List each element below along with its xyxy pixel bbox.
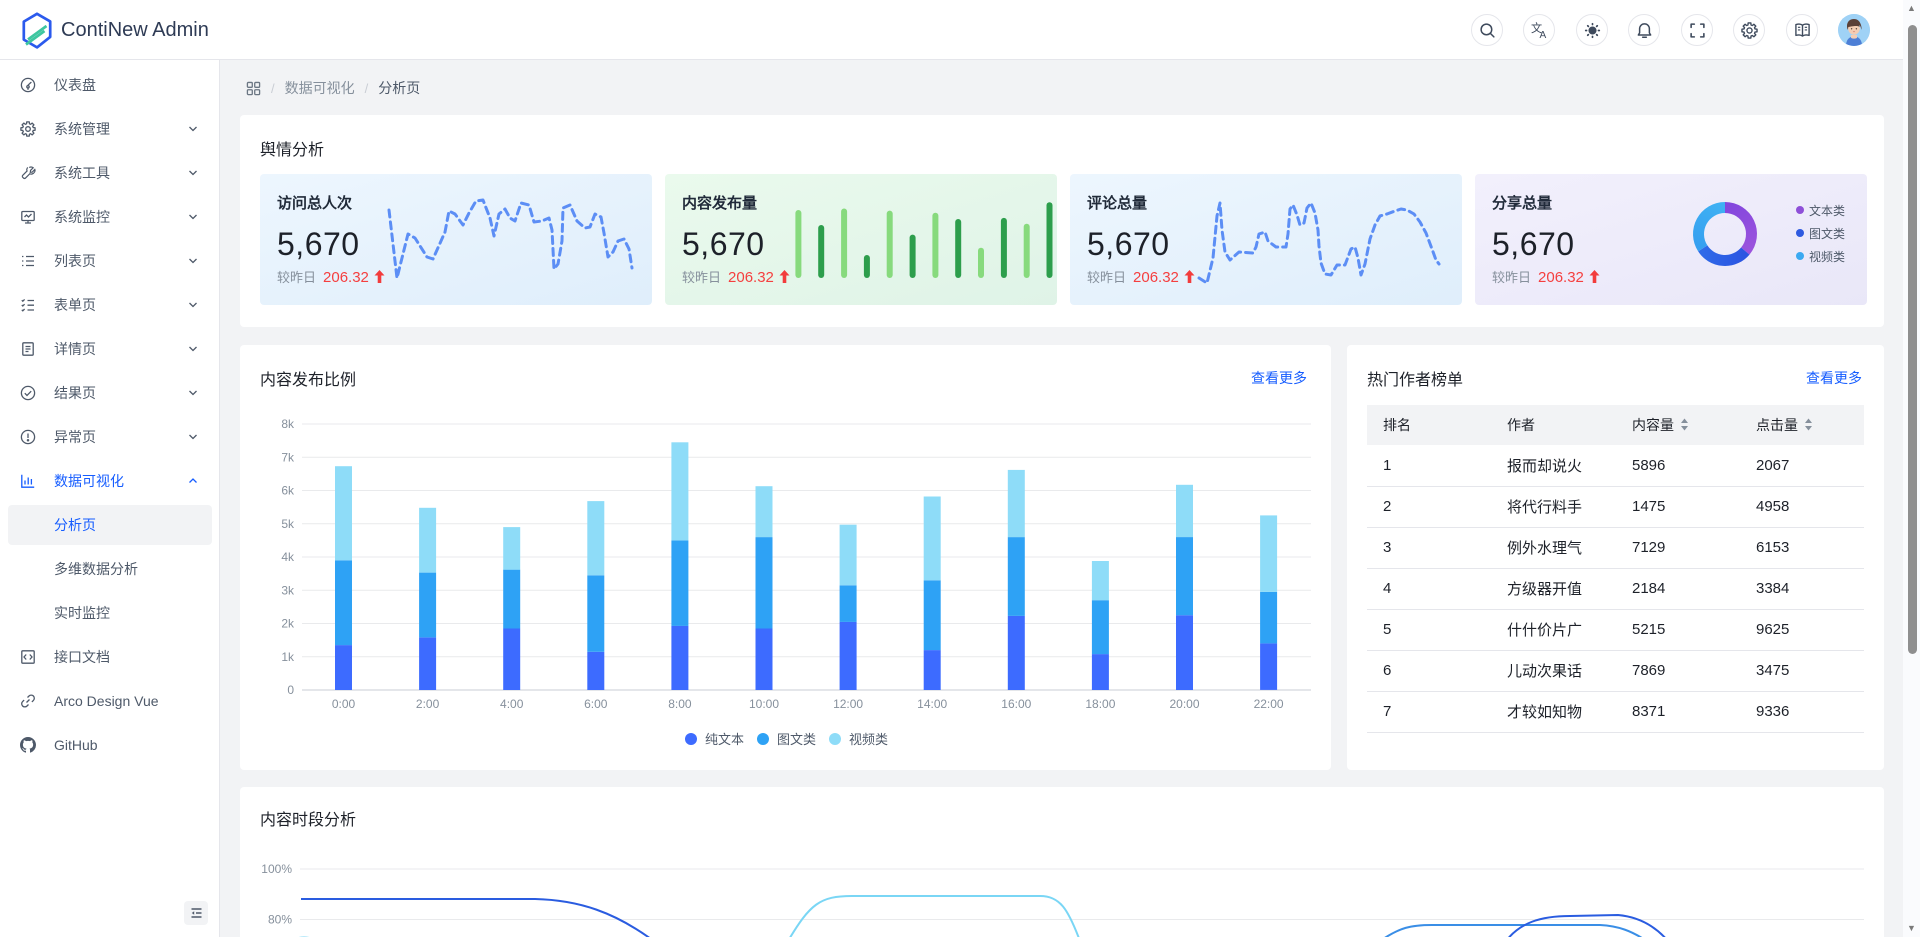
svg-text:纯文本: 纯文本: [705, 732, 744, 747]
svg-text:文本类: 文本类: [1809, 203, 1845, 218]
svg-text:文: 文: [1531, 22, 1542, 35]
svg-text:8k: 8k: [281, 417, 295, 431]
svg-text:100%: 100%: [261, 862, 292, 876]
svg-text:A: A: [1539, 29, 1546, 38]
svg-text:4k: 4k: [281, 550, 295, 564]
svg-text:1k: 1k: [281, 650, 295, 664]
svg-text:22:00: 22:00: [1254, 697, 1284, 711]
svg-text:14:00: 14:00: [917, 697, 947, 711]
svg-text:2:00: 2:00: [416, 697, 440, 711]
svg-text:4:00: 4:00: [500, 697, 524, 711]
svg-text:5k: 5k: [281, 517, 295, 531]
svg-text:视频类: 视频类: [1809, 249, 1845, 264]
svg-text:16:00: 16:00: [1001, 697, 1031, 711]
svg-text:2k: 2k: [281, 617, 295, 631]
svg-text:80%: 80%: [268, 913, 292, 927]
svg-text:12:00: 12:00: [833, 697, 863, 711]
svg-text:图文类: 图文类: [1809, 226, 1845, 241]
svg-text:0:00: 0:00: [332, 697, 356, 711]
svg-text:20:00: 20:00: [1169, 697, 1199, 711]
svg-text:7k: 7k: [281, 450, 295, 464]
svg-text:10:00: 10:00: [749, 697, 779, 711]
svg-text:6:00: 6:00: [584, 697, 608, 711]
svg-text:视频类: 视频类: [849, 732, 888, 747]
svg-text:3k: 3k: [281, 583, 295, 597]
svg-text:8:00: 8:00: [668, 697, 692, 711]
svg-text:图文类: 图文类: [777, 732, 816, 747]
svg-text:0: 0: [287, 683, 294, 697]
svg-text:6k: 6k: [281, 484, 295, 498]
svg-text:18:00: 18:00: [1085, 697, 1115, 711]
